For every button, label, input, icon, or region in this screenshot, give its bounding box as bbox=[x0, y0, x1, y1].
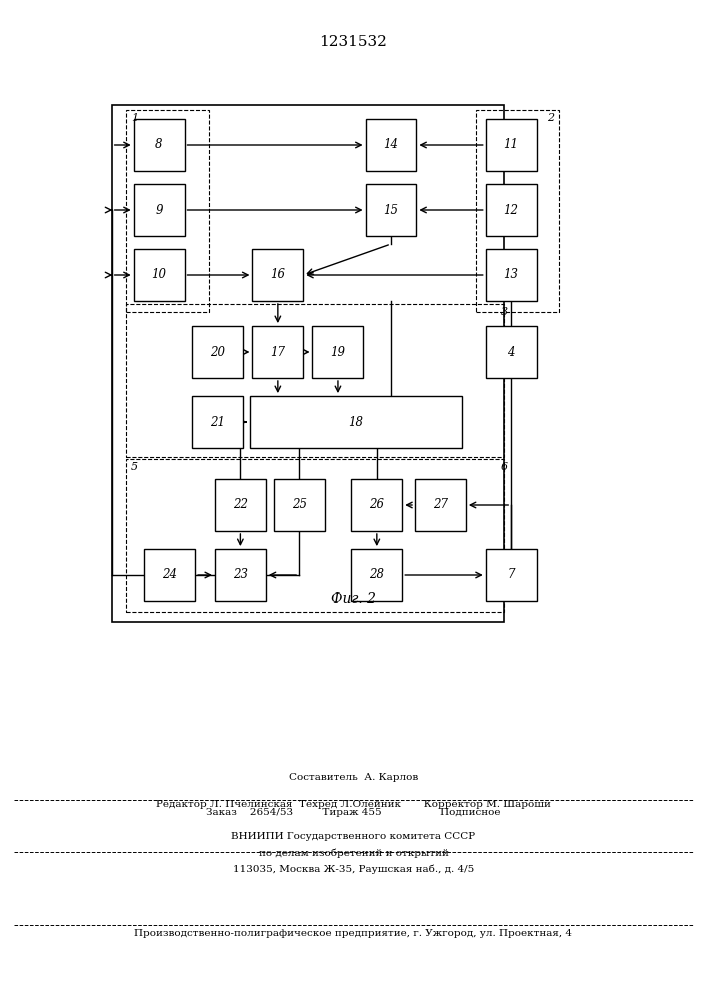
FancyBboxPatch shape bbox=[415, 479, 466, 531]
Text: 24: 24 bbox=[162, 568, 177, 582]
Text: 8: 8 bbox=[156, 138, 163, 151]
FancyBboxPatch shape bbox=[134, 119, 185, 171]
Text: 21: 21 bbox=[210, 416, 226, 428]
FancyBboxPatch shape bbox=[312, 326, 363, 378]
FancyBboxPatch shape bbox=[192, 396, 243, 448]
Text: 3: 3 bbox=[501, 307, 508, 317]
FancyBboxPatch shape bbox=[351, 549, 402, 601]
FancyBboxPatch shape bbox=[144, 549, 195, 601]
Text: по делам изобретений и открытий: по делам изобретений и открытий bbox=[259, 848, 448, 857]
Text: 7: 7 bbox=[508, 568, 515, 582]
Text: 4: 4 bbox=[508, 346, 515, 359]
Text: 20: 20 bbox=[210, 346, 226, 359]
FancyBboxPatch shape bbox=[252, 249, 303, 301]
Text: Редактор Л. Пчелинская  Техред Л.Олейник       Корректор М. Шароши: Редактор Л. Пчелинская Техред Л.Олейник … bbox=[156, 800, 551, 809]
FancyBboxPatch shape bbox=[366, 184, 416, 236]
FancyBboxPatch shape bbox=[192, 326, 243, 378]
Text: 2: 2 bbox=[547, 113, 554, 123]
Text: 113035, Москва Ж-35, Раушская наб., д. 4/5: 113035, Москва Ж-35, Раушская наб., д. 4… bbox=[233, 864, 474, 874]
Text: 6: 6 bbox=[501, 462, 508, 472]
Text: 1: 1 bbox=[131, 113, 138, 123]
Text: 13: 13 bbox=[503, 268, 519, 282]
Text: 10: 10 bbox=[151, 268, 167, 282]
FancyBboxPatch shape bbox=[486, 249, 537, 301]
Text: 17: 17 bbox=[270, 346, 286, 359]
Text: 11: 11 bbox=[503, 138, 519, 151]
FancyBboxPatch shape bbox=[250, 396, 462, 448]
FancyBboxPatch shape bbox=[366, 119, 416, 171]
FancyBboxPatch shape bbox=[274, 479, 325, 531]
FancyBboxPatch shape bbox=[486, 549, 537, 601]
FancyBboxPatch shape bbox=[486, 184, 537, 236]
FancyBboxPatch shape bbox=[215, 549, 266, 601]
FancyBboxPatch shape bbox=[134, 184, 185, 236]
FancyBboxPatch shape bbox=[252, 326, 303, 378]
Text: Составитель  А. Карлов: Составитель А. Карлов bbox=[289, 773, 418, 782]
Text: 19: 19 bbox=[330, 346, 346, 359]
Text: 27: 27 bbox=[433, 498, 448, 512]
Text: 14: 14 bbox=[383, 138, 399, 151]
Text: 23: 23 bbox=[233, 568, 248, 582]
Text: 28: 28 bbox=[369, 568, 385, 582]
Text: 22: 22 bbox=[233, 498, 248, 512]
Text: Производственно-полиграфическое предприятие, г. Ужгород, ул. Проектная, 4: Производственно-полиграфическое предприя… bbox=[134, 929, 573, 938]
Text: 25: 25 bbox=[291, 498, 307, 512]
Text: 15: 15 bbox=[383, 204, 399, 217]
FancyBboxPatch shape bbox=[134, 249, 185, 301]
FancyBboxPatch shape bbox=[351, 479, 402, 531]
Text: 9: 9 bbox=[156, 204, 163, 217]
Text: Заказ    2654/53         Тираж 455                  Подписное: Заказ 2654/53 Тираж 455 Подписное bbox=[206, 808, 501, 817]
Text: 1231532: 1231532 bbox=[320, 35, 387, 49]
Text: ВНИИПИ Государственного комитета СССР: ВНИИПИ Государственного комитета СССР bbox=[231, 832, 476, 841]
Text: 12: 12 bbox=[503, 204, 519, 217]
Text: 16: 16 bbox=[270, 268, 286, 282]
FancyBboxPatch shape bbox=[215, 479, 266, 531]
FancyBboxPatch shape bbox=[486, 326, 537, 378]
Text: 18: 18 bbox=[348, 416, 363, 428]
Text: 26: 26 bbox=[369, 498, 385, 512]
FancyBboxPatch shape bbox=[486, 119, 537, 171]
Text: Фиг. 2: Фиг. 2 bbox=[331, 592, 376, 606]
Text: 5: 5 bbox=[131, 462, 138, 472]
